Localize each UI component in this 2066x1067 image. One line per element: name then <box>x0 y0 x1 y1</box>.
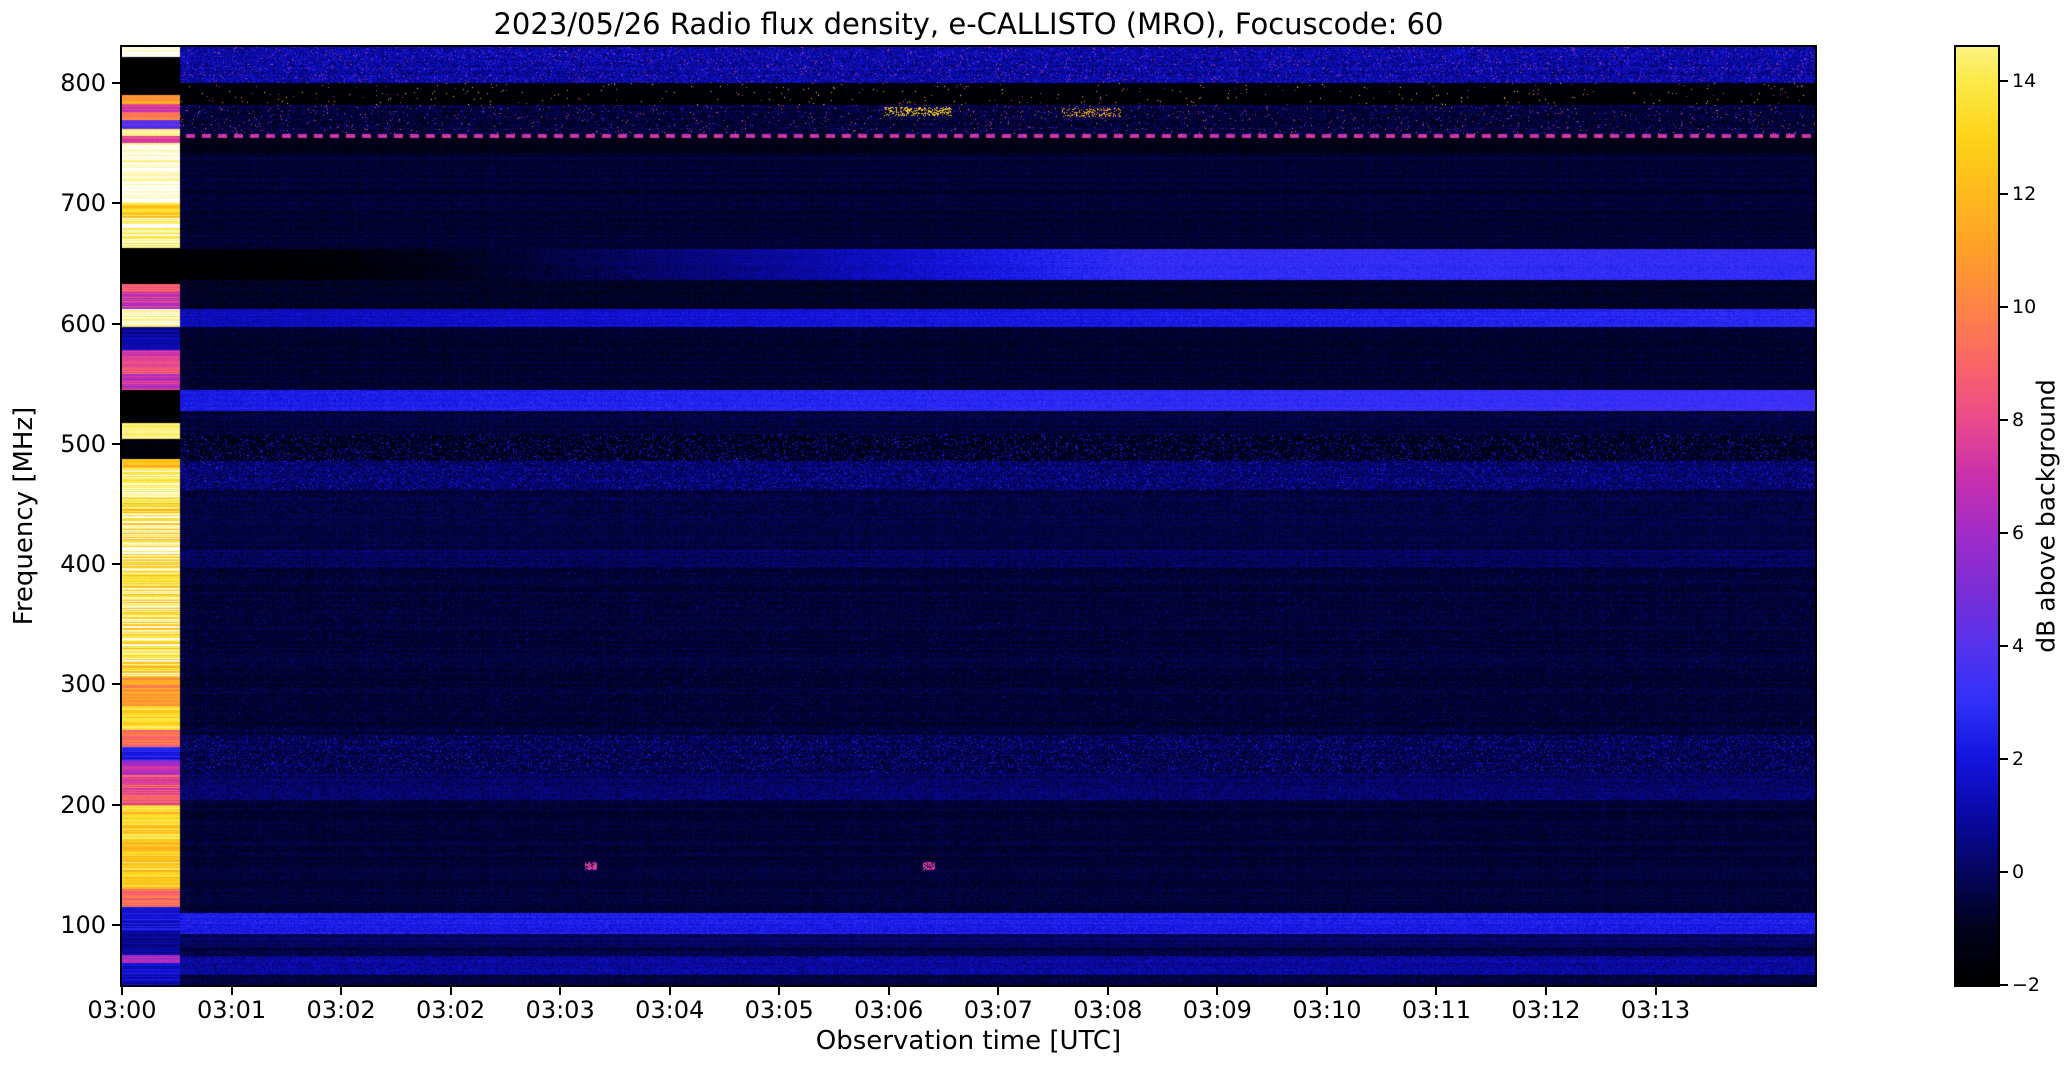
y-tick-mark <box>112 322 120 325</box>
colorbar-tick-label: −2 <box>2012 974 2041 996</box>
x-tick-mark <box>1435 987 1438 995</box>
y-tick-label: 700 <box>60 189 106 218</box>
x-tick-label: 03:06 <box>854 996 924 1024</box>
x-tick-mark <box>1325 987 1328 995</box>
y-tick-mark <box>112 683 120 686</box>
x-tick-mark <box>121 987 123 995</box>
x-tick-label: 03:02 <box>416 996 486 1024</box>
y-tick-label: 200 <box>60 790 106 819</box>
plot-frame <box>120 45 1817 987</box>
chart-title: 2023/05/26 Radio flux density, e-CALLIST… <box>493 7 1444 41</box>
x-tick-mark <box>449 987 452 995</box>
colorbar-tick-label: 6 <box>2012 521 2025 544</box>
x-tick-label: 03:03 <box>525 996 595 1024</box>
colorbar-tick-label: 0 <box>2012 860 2025 883</box>
y-tick-label: 800 <box>60 69 106 98</box>
x-tick-mark <box>1654 987 1657 995</box>
colorbar-tick-label: 2 <box>2012 747 2025 770</box>
y-tick-mark <box>112 442 120 445</box>
x-tick-mark <box>887 987 890 995</box>
colorbar-tick-label: 14 <box>2012 69 2037 92</box>
x-tick-label: 03:10 <box>1292 996 1362 1024</box>
x-tick-mark <box>1544 987 1547 995</box>
x-tick-mark <box>1216 987 1219 995</box>
y-tick-label: 300 <box>60 670 106 699</box>
colorbar-tick-label: 10 <box>2012 295 2037 318</box>
colorbar-tick-mark <box>2000 757 2008 760</box>
y-tick-mark <box>112 202 120 205</box>
y-tick-mark <box>112 82 120 85</box>
x-tick-label: 03:07 <box>963 996 1033 1024</box>
colorbar-tick-label: 4 <box>2012 634 2025 657</box>
colorbar-tick-mark <box>2000 305 2008 308</box>
x-tick-label: 03:11 <box>1401 996 1472 1024</box>
colorbar-canvas <box>1956 47 1998 985</box>
x-tick-label: 03:00 <box>87 996 157 1024</box>
x-tick-mark <box>230 987 233 995</box>
colorbar-tick-mark <box>2000 870 2008 873</box>
y-tick-label: 600 <box>60 309 106 338</box>
colorbar-label: dB above background <box>2031 379 2061 653</box>
y-tick-mark <box>112 803 120 806</box>
x-tick-mark <box>668 987 671 995</box>
x-tick-label: 03:13 <box>1620 996 1691 1024</box>
x-tick-label: 03:09 <box>1182 996 1252 1024</box>
x-tick-mark <box>778 987 781 995</box>
x-tick-label: 03:01 <box>196 996 267 1024</box>
x-tick-label: 03:02 <box>306 996 376 1024</box>
colorbar-tick-mark <box>2000 531 2008 534</box>
x-tick-label: 03:05 <box>744 996 814 1024</box>
x-axis-label: Observation time [UTC] <box>815 1026 1122 1056</box>
x-tick-label: 03:08 <box>1073 996 1143 1024</box>
y-tick-label: 400 <box>60 550 106 579</box>
colorbar-tick-mark <box>2000 418 2008 421</box>
x-tick-mark <box>340 987 343 995</box>
x-tick-mark <box>1106 987 1109 995</box>
colorbar-tick-mark <box>2000 192 2008 195</box>
colorbar-tick-label: 8 <box>2012 408 2025 431</box>
spectrogram-canvas <box>122 47 1815 985</box>
y-tick-mark <box>112 563 120 566</box>
y-tick-label: 100 <box>60 910 106 939</box>
colorbar-tick-mark <box>2000 644 2008 647</box>
colorbar-tick-mark <box>2000 79 2008 82</box>
y-tick-mark <box>112 923 120 926</box>
x-tick-label: 03:04 <box>635 996 705 1024</box>
colorbar-frame <box>1954 45 2000 987</box>
x-tick-mark <box>559 987 562 995</box>
colorbar-tick-mark <box>2000 984 2008 986</box>
colorbar-tick-label: 12 <box>2012 182 2037 205</box>
x-tick-label: 03:12 <box>1511 996 1581 1024</box>
y-tick-label: 500 <box>60 429 106 458</box>
x-tick-mark <box>997 987 1000 995</box>
